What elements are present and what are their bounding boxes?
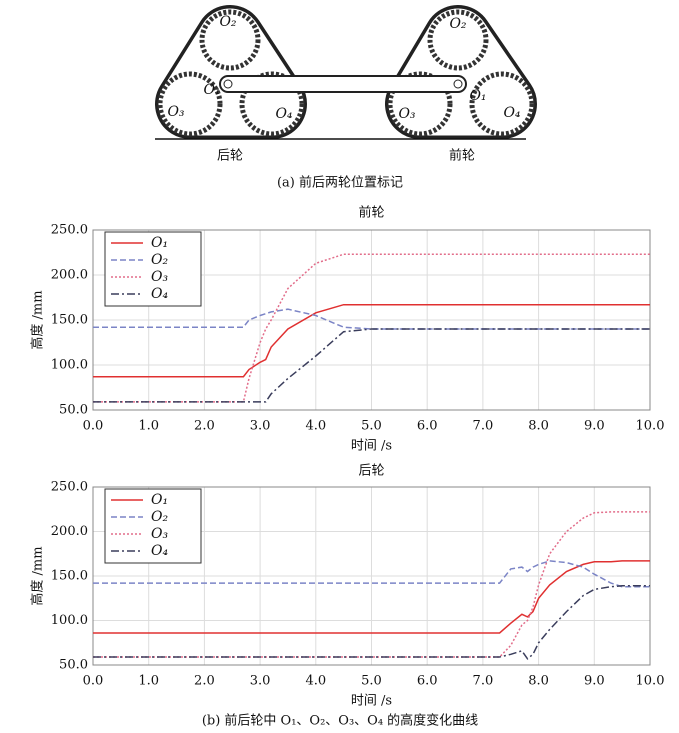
- x-tick-label: 0.0: [83, 419, 104, 434]
- gear: [469, 71, 535, 137]
- x-tick-label: 6.0: [417, 419, 438, 434]
- legend-label: O₂: [151, 252, 168, 268]
- y-tick-label: 100.0: [51, 358, 88, 373]
- x-axis-label: 时间 /s: [351, 439, 392, 454]
- point-label: O₃: [167, 104, 184, 120]
- series-line: [93, 560, 650, 588]
- x-tick-label: 2.0: [194, 419, 215, 434]
- point-label: O₂: [219, 14, 236, 30]
- plot-frame: [92, 486, 651, 666]
- y-tick-label: 150.0: [51, 313, 88, 328]
- x-tick-label: 10.0: [636, 419, 665, 434]
- legend-label: O₄: [151, 543, 168, 559]
- x-axis-label: 时间 /s: [351, 694, 392, 709]
- y-axis-label: 高度 /mm: [30, 546, 46, 605]
- x-tick-label: 8.0: [528, 674, 549, 689]
- y-tick-label: 100.0: [51, 613, 88, 628]
- x-tick-label: 0.0: [83, 674, 104, 689]
- x-tick-label: 7.0: [473, 674, 494, 689]
- y-tick-label: 200.0: [51, 268, 88, 283]
- series-line: [93, 253, 650, 403]
- caption: (a) 前后两轮位置标记: [277, 175, 403, 191]
- legend: [104, 488, 202, 564]
- series-line: [93, 585, 650, 660]
- chart: 前轮 50.0 100.0 150.0 200.0 250.0 0.0 1.0 2.0 3.0 4.…: [30, 205, 665, 454]
- x-tick-label: 3.0: [250, 419, 271, 434]
- y-tick-label: 200.0: [51, 524, 88, 539]
- joint: [453, 79, 463, 89]
- x-tick-label: 5.0: [361, 419, 382, 434]
- point-label: O₄: [275, 106, 292, 122]
- diagram: O₂ O₁ O₃ O₄ O₂ O₁ O₃ O₄ 后轮 前轮 (a) 前后两轮位置…: [155, 5, 537, 191]
- chart: 后轮 50.0 100.0 150.0 200.0 250.0 0.0 1.0 2.0 3.0 4.…: [30, 464, 665, 709]
- point-label: O₃: [398, 106, 415, 122]
- series-line: [93, 328, 650, 403]
- x-tick-label: 1.0: [138, 419, 159, 434]
- x-tick-label: 8.0: [528, 419, 549, 434]
- gear: [199, 9, 261, 71]
- legend-label: O₄: [151, 286, 168, 302]
- x-tick-label: 3.0: [250, 674, 271, 689]
- caption: (b) 前后轮中 O₁、O₂、O₃、O₄ 的高度变化曲线: [202, 713, 478, 729]
- y-axis-label: 高度 /mm: [30, 290, 46, 349]
- y-tick-label: 50.0: [59, 658, 88, 673]
- plot-frame: [92, 229, 651, 411]
- y-tick-label: 250.0: [51, 223, 88, 238]
- legend-label: O₂: [151, 509, 168, 525]
- x-tick-label: 6.0: [417, 674, 438, 689]
- x-tick-label: 2.0: [194, 674, 215, 689]
- legend-label: O₁: [151, 492, 168, 508]
- legend-label: O₃: [151, 526, 168, 542]
- y-tick-label: 250.0: [51, 480, 88, 495]
- x-tick-label: 9.0: [584, 419, 605, 434]
- x-tick-label: 4.0: [305, 674, 326, 689]
- legend: [104, 231, 202, 307]
- point-label: O₁: [469, 88, 486, 104]
- point-label: O₂: [449, 16, 466, 32]
- legend-label: O₃: [151, 269, 168, 285]
- series-line: [93, 303, 650, 378]
- x-tick-label: 5.0: [361, 674, 382, 689]
- chart-title: 前轮: [358, 205, 384, 221]
- point-label: O₄: [503, 105, 520, 121]
- chart-title: 后轮: [358, 464, 384, 479]
- x-tick-label: 1.0: [138, 674, 159, 689]
- joint: [223, 79, 233, 89]
- gear: [157, 71, 223, 137]
- link-bar: [219, 75, 467, 93]
- x-tick-label: 7.0: [473, 419, 494, 434]
- gear: [427, 9, 489, 71]
- y-tick-label: 150.0: [51, 569, 88, 584]
- legend-label: O₁: [151, 235, 168, 251]
- point-label: O₁: [203, 82, 220, 98]
- wheel-label: 前轮: [449, 148, 475, 164]
- x-tick-label: 9.0: [584, 674, 605, 689]
- rear-wheel: [155, 5, 307, 139]
- wheel-label: 后轮: [217, 149, 243, 164]
- y-tick-label: 50.0: [59, 403, 88, 418]
- series-line: [93, 560, 650, 634]
- x-tick-label: 10.0: [636, 674, 665, 689]
- x-tick-label: 4.0: [305, 419, 326, 434]
